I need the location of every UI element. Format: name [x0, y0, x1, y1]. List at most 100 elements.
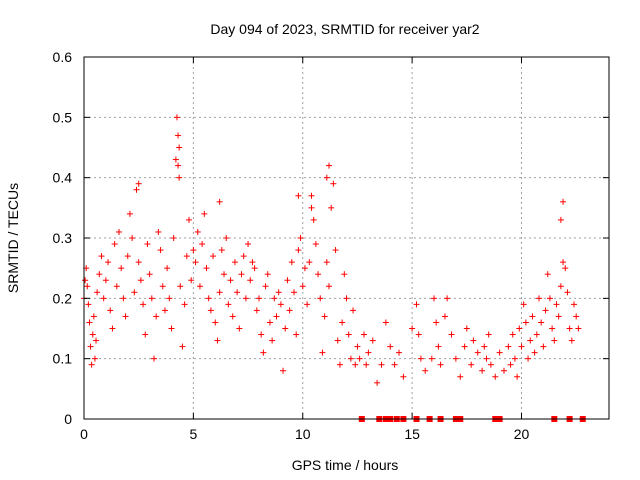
data-point [374, 379, 381, 386]
data-point [113, 283, 120, 290]
data-point [365, 349, 372, 356]
data-point [481, 343, 488, 350]
data-point [170, 235, 177, 241]
y-tick-label: 0.5 [53, 109, 73, 125]
y-tick-label: 0.3 [53, 230, 73, 246]
data-point [109, 325, 116, 332]
data-point [323, 174, 330, 181]
data-point [417, 355, 424, 362]
y-tick-label: 0.2 [53, 290, 73, 306]
data-point [378, 361, 385, 368]
data-point [295, 247, 302, 254]
data-point [85, 301, 92, 308]
data-point [129, 235, 136, 241]
data-point [485, 331, 492, 338]
data-point [557, 216, 564, 223]
x-tick-label: 20 [514, 426, 530, 442]
data-point [520, 301, 527, 308]
data-point [151, 355, 157, 362]
data-point [437, 361, 444, 368]
data-point [536, 295, 542, 302]
data-point [251, 265, 258, 272]
data-point [91, 355, 98, 362]
data-point [234, 289, 241, 296]
data-point [286, 307, 293, 314]
data-point [297, 235, 304, 241]
data-point [107, 307, 114, 314]
data-point [203, 265, 210, 272]
data-point [249, 259, 256, 266]
data-point [177, 283, 184, 290]
data-point [527, 337, 534, 344]
data-point [304, 301, 311, 308]
data-point [216, 198, 223, 205]
data-point [336, 361, 343, 368]
data-point [350, 307, 357, 314]
data-point [186, 216, 192, 223]
data-point [284, 277, 291, 284]
data-point [140, 301, 147, 308]
data-point [240, 253, 247, 260]
data-point [159, 283, 166, 290]
data-point [328, 204, 335, 211]
data-point [201, 210, 208, 217]
data-point [164, 265, 171, 272]
data-point [507, 361, 514, 368]
data-point [573, 313, 580, 320]
data-point [326, 283, 332, 290]
data-point [382, 319, 389, 326]
data-point [247, 277, 254, 284]
data-point [341, 271, 348, 278]
data-point [131, 289, 138, 296]
data-point [126, 210, 133, 217]
data-point [509, 331, 516, 338]
x-tick-label: 15 [404, 426, 420, 442]
data-point [223, 235, 230, 241]
data-point [531, 349, 538, 356]
data-point [196, 283, 203, 290]
data-point [542, 307, 549, 314]
data-point [166, 295, 173, 302]
data-point [122, 313, 129, 320]
data-point [319, 349, 326, 356]
data-point [111, 241, 118, 248]
data-point [176, 174, 183, 181]
data-point [227, 277, 234, 284]
data-point [86, 319, 93, 326]
data-point [343, 295, 350, 302]
data-point [277, 301, 284, 308]
data-point [557, 283, 564, 290]
x-tick-label: 10 [295, 426, 311, 442]
data-point [82, 277, 89, 284]
data-point [105, 259, 112, 266]
data-point [468, 361, 475, 368]
data-point [326, 162, 332, 169]
data-point [496, 349, 503, 356]
data-point [514, 373, 521, 380]
x-tick-label: 5 [189, 426, 197, 442]
data-point [133, 186, 140, 193]
data-point [218, 247, 225, 254]
data-point [87, 343, 94, 350]
axis-ticks [83, 56, 609, 420]
data-point [93, 337, 100, 344]
data-point [280, 367, 287, 374]
data-point [282, 325, 289, 332]
data-point [175, 132, 182, 139]
data-point [266, 319, 273, 326]
y-tick-label: 0.4 [53, 170, 73, 186]
data-point [575, 325, 582, 332]
data-point [352, 361, 359, 368]
data-point [116, 228, 122, 235]
data-point [516, 325, 523, 332]
data-point [461, 343, 468, 350]
data-point [308, 204, 315, 211]
data-point [183, 253, 190, 260]
data-point [207, 307, 214, 314]
data-point [216, 289, 223, 296]
data-point [245, 241, 252, 248]
x-tick-label: 0 [80, 426, 88, 442]
data-point [511, 355, 518, 362]
data-point [293, 331, 300, 338]
